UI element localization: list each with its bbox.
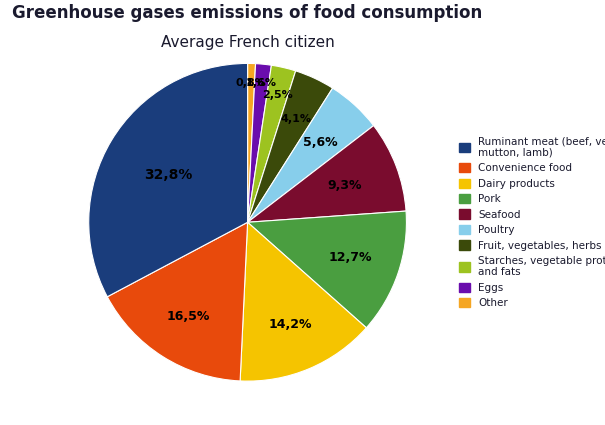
Wedge shape — [107, 222, 247, 381]
Wedge shape — [247, 65, 296, 222]
Text: Average French citizen: Average French citizen — [161, 35, 335, 50]
Text: 4,1%: 4,1% — [280, 113, 312, 124]
Wedge shape — [247, 126, 406, 222]
Legend: Ruminant meat (beef, veal,
mutton, lamb), Convenience food, Dairy products, Pork: Ruminant meat (beef, veal, mutton, lamb)… — [459, 136, 605, 308]
Text: 0,8%: 0,8% — [236, 77, 266, 88]
Text: 32,8%: 32,8% — [145, 168, 193, 182]
Text: 9,3%: 9,3% — [327, 179, 361, 192]
Text: 5,6%: 5,6% — [303, 136, 338, 149]
Wedge shape — [247, 71, 333, 222]
Wedge shape — [240, 222, 366, 381]
Wedge shape — [247, 88, 374, 222]
Wedge shape — [247, 211, 407, 328]
Text: 14,2%: 14,2% — [269, 318, 313, 331]
Wedge shape — [247, 64, 272, 222]
Text: 16,5%: 16,5% — [166, 310, 210, 323]
Wedge shape — [247, 63, 255, 222]
Wedge shape — [89, 63, 247, 297]
Text: 1,6%: 1,6% — [246, 78, 277, 88]
Text: 2,5%: 2,5% — [262, 91, 293, 100]
Title: Greenhouse gases emissions of food consumption: Greenhouse gases emissions of food consu… — [13, 4, 483, 22]
Text: 12,7%: 12,7% — [328, 251, 371, 264]
